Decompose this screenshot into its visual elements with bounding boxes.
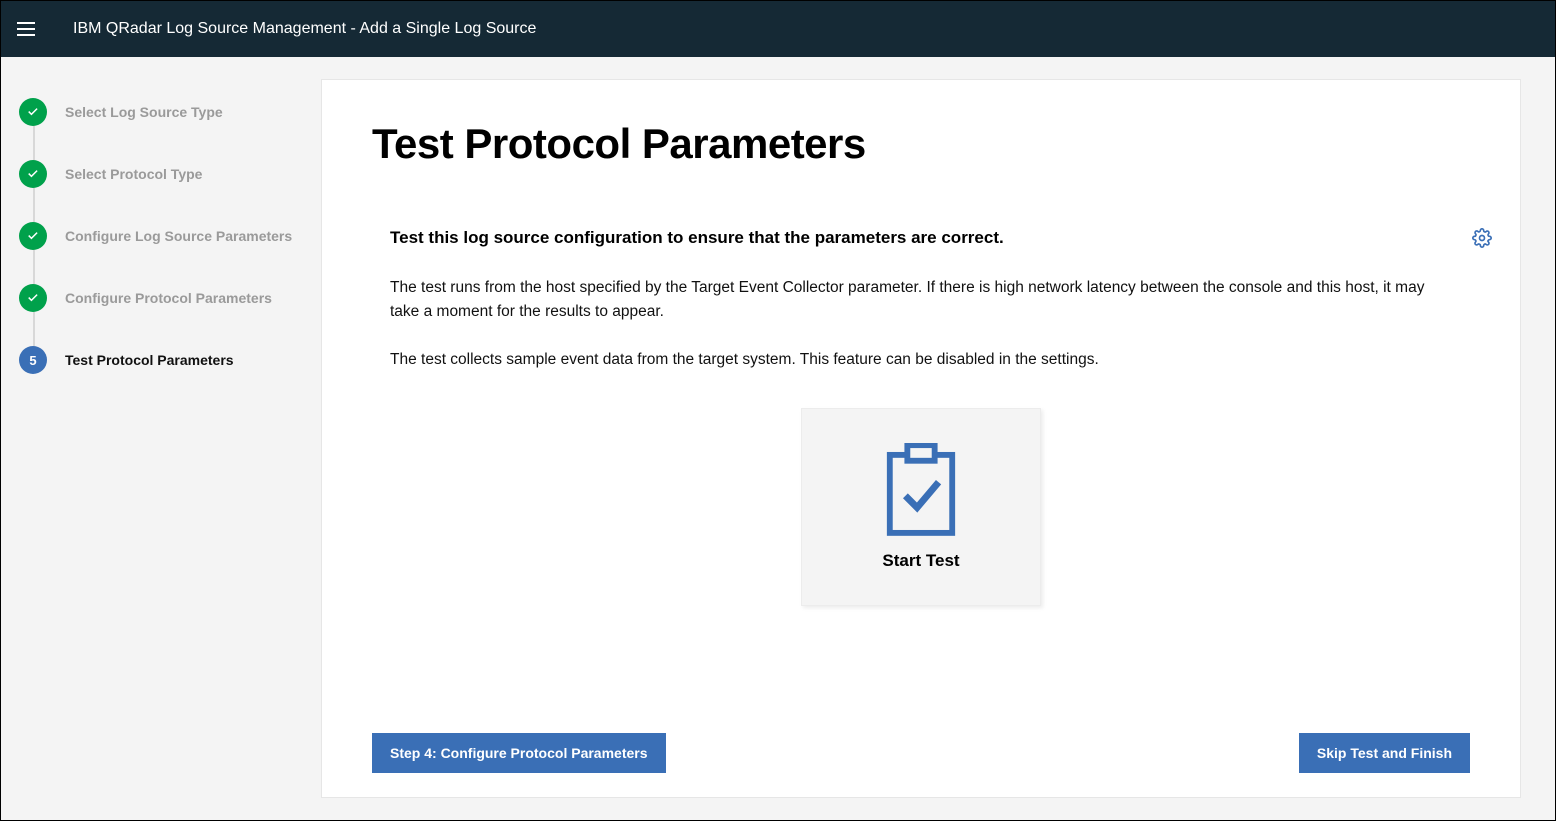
wizard-sidebar: Select Log Source Type Select Protocol T… (1, 57, 313, 820)
skip-button[interactable]: Skip Test and Finish (1299, 733, 1470, 773)
page-title: Test Protocol Parameters (372, 120, 1470, 168)
step-label: Test Protocol Parameters (65, 352, 234, 368)
description-2: The test collects sample event data from… (390, 348, 1452, 372)
start-test-card[interactable]: Start Test (801, 408, 1041, 606)
clipboard-check-icon (882, 443, 960, 537)
step-label: Select Log Source Type (65, 104, 223, 120)
step-select-protocol-type[interactable]: Select Protocol Type (19, 143, 297, 205)
app-window: IBM QRadar Log Source Management - Add a… (0, 0, 1556, 821)
step-label: Configure Log Source Parameters (65, 228, 292, 244)
description-1: The test runs from the host specified by… (390, 276, 1452, 324)
menu-icon[interactable] (17, 17, 41, 41)
checkmark-icon (19, 98, 47, 126)
step-test-protocol-parameters[interactable]: 5 Test Protocol Parameters (19, 329, 297, 391)
gear-icon[interactable] (1472, 228, 1492, 253)
app-title: IBM QRadar Log Source Management - Add a… (73, 20, 536, 38)
step-configure-protocol-parameters[interactable]: Configure Protocol Parameters (19, 267, 297, 329)
step-number-icon: 5 (19, 346, 47, 374)
step-select-log-source-type[interactable]: Select Log Source Type (19, 81, 297, 143)
step-label: Configure Protocol Parameters (65, 290, 272, 306)
panel-footer: Step 4: Configure Protocol Parameters Sk… (372, 713, 1470, 773)
step-label: Select Protocol Type (65, 166, 202, 182)
checkmark-icon (19, 284, 47, 312)
top-bar: IBM QRadar Log Source Management - Add a… (1, 1, 1555, 57)
start-test-label: Start Test (882, 551, 959, 571)
checkmark-icon (19, 222, 47, 250)
main-panel: Test Protocol Parameters Test this log s… (321, 79, 1521, 798)
checkmark-icon (19, 160, 47, 188)
back-button[interactable]: Step 4: Configure Protocol Parameters (372, 733, 666, 773)
step-configure-log-source-parameters[interactable]: Configure Log Source Parameters (19, 205, 297, 267)
lead-text: Test this log source configuration to en… (390, 228, 1452, 248)
